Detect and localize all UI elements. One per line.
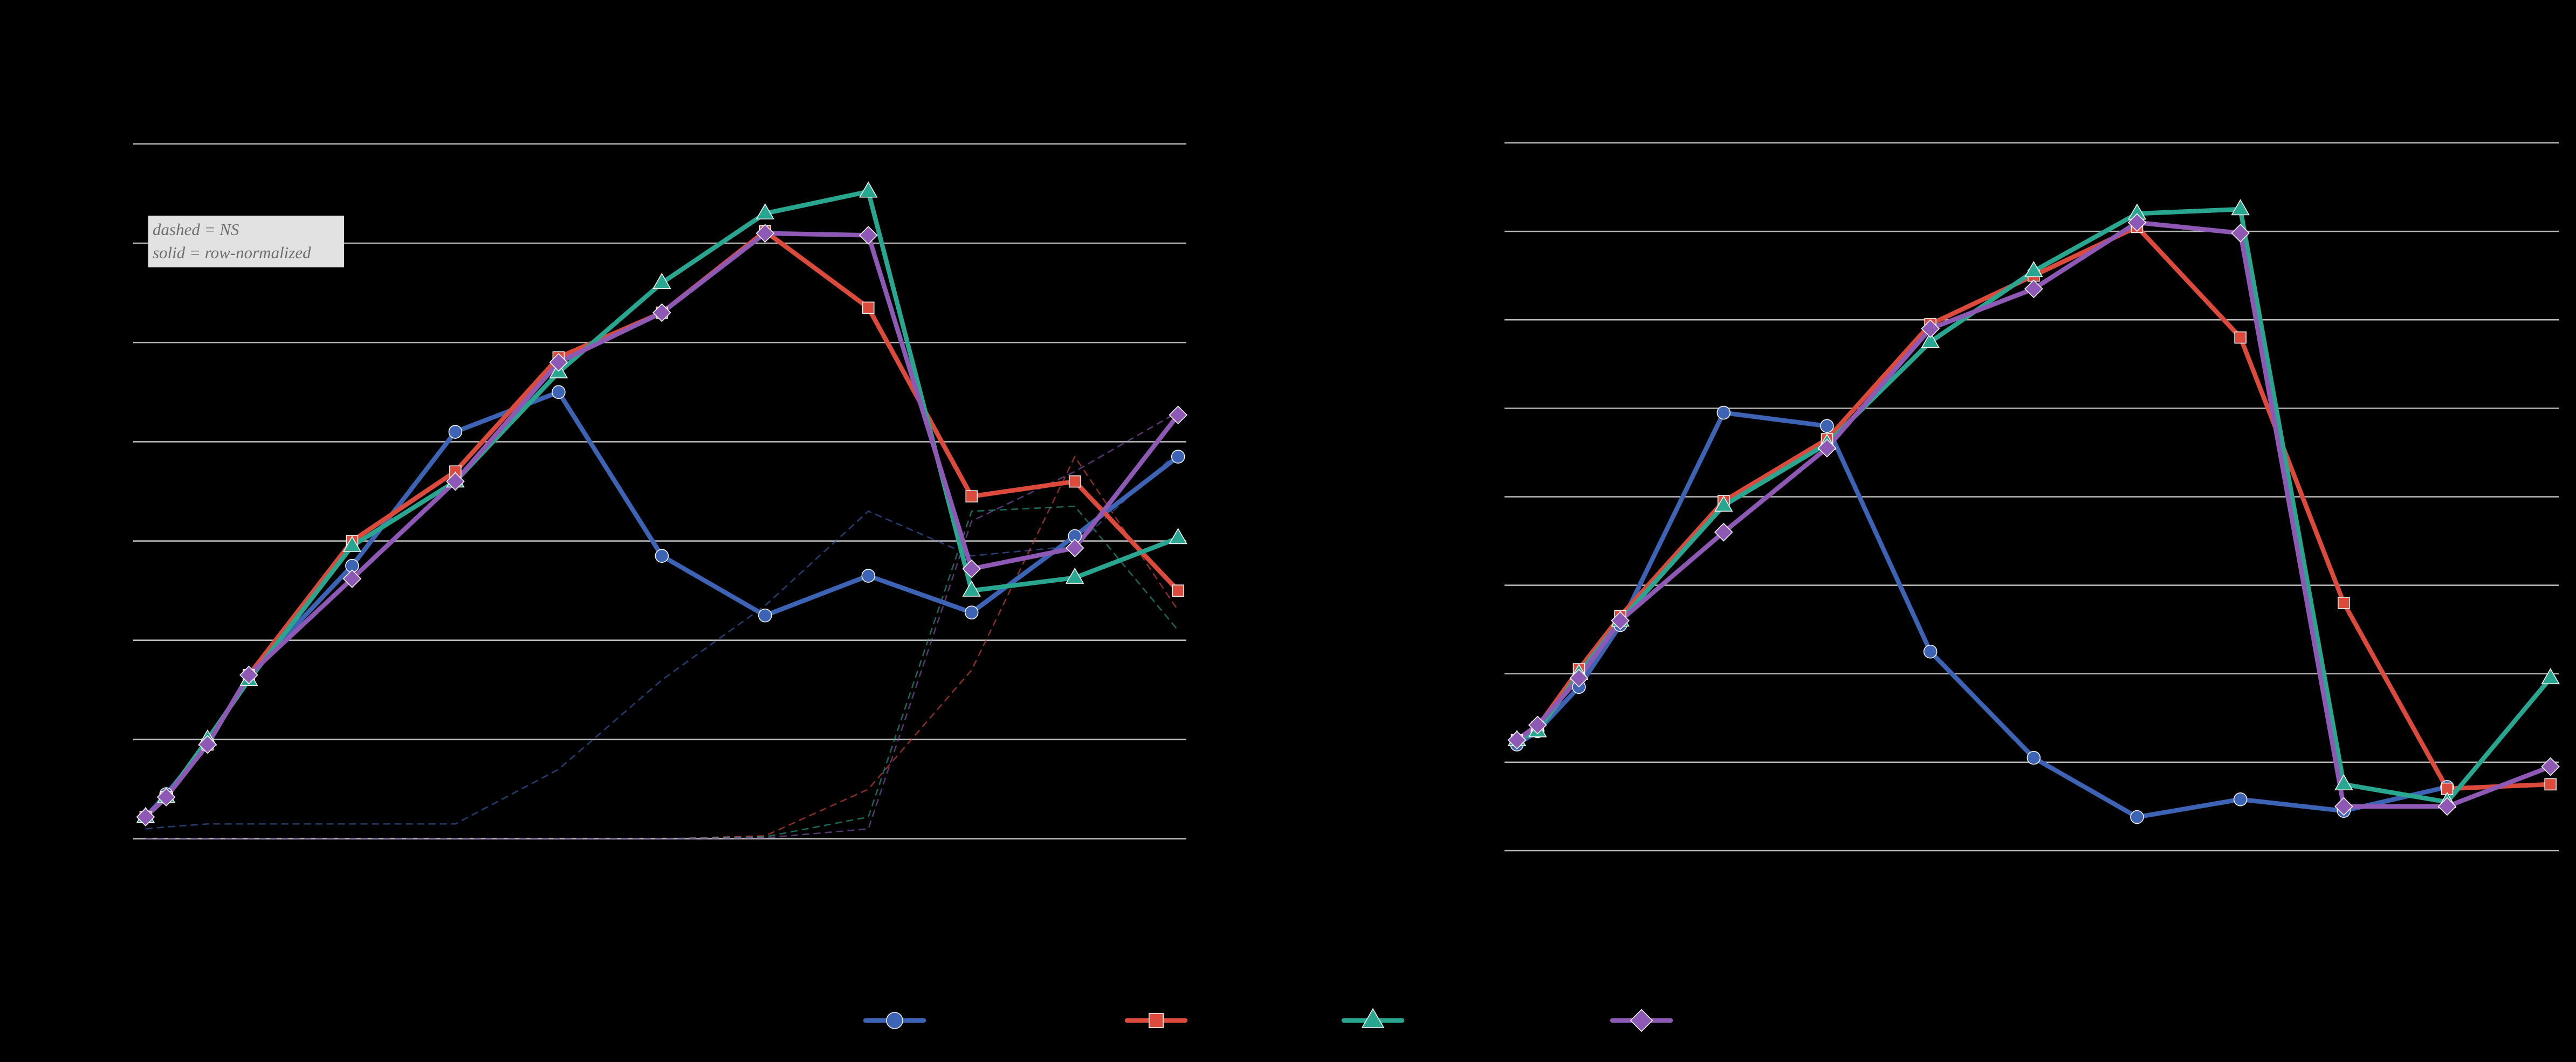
left-series-3-point-13 xyxy=(1169,528,1187,544)
left-series-2-point-12 xyxy=(1068,475,1081,488)
left-series-1-point-9 xyxy=(758,608,772,623)
left-series-4-point-3 xyxy=(198,735,217,754)
right-series-4-point-12 xyxy=(2437,797,2457,816)
left-panel: dashed = NS solid = row-normalized xyxy=(133,143,1188,840)
right-series-1-point-8 xyxy=(2027,750,2041,765)
right-series-4-point-4 xyxy=(1611,611,1630,630)
right-series-3-point-13 xyxy=(2541,668,2560,685)
right-series-2-line xyxy=(1514,224,2553,791)
right-plot-area xyxy=(1505,142,2560,852)
left-series-4-point-1 xyxy=(136,808,155,826)
left-series-4-point-5 xyxy=(342,569,362,588)
left-series-4-point-2 xyxy=(156,788,176,806)
left-series-1-point-10 xyxy=(861,569,876,583)
right-series-3-point-8 xyxy=(2024,261,2043,278)
right-series-1-point-9 xyxy=(2130,810,2144,824)
left-series-4-point-11 xyxy=(962,559,981,578)
left-series-2-point-11 xyxy=(965,490,978,503)
legend-series-4-marker xyxy=(1630,1009,1653,1032)
left-series-3-point-10 xyxy=(859,181,878,198)
left-series-1-point-11 xyxy=(964,605,979,619)
left-series-1-point-13 xyxy=(1171,450,1185,464)
left-ns-series-2-line xyxy=(145,455,1179,840)
right-series-4-point-7 xyxy=(1921,319,1940,338)
left-ns-series-4-line xyxy=(145,411,1179,840)
left-series-1-point-8 xyxy=(655,549,669,563)
left-series-1-point-6 xyxy=(448,425,463,439)
right-series-3-point-7 xyxy=(1921,332,1940,348)
legend-series-2-marker xyxy=(1149,1013,1164,1028)
annotation-line-dashed: dashed = NS xyxy=(153,220,239,239)
legend-series-1-marker xyxy=(886,1012,903,1029)
left-series-3-point-11 xyxy=(962,580,981,597)
left-series-3-point-12 xyxy=(1065,567,1084,584)
right-series-1-point-6 xyxy=(1820,419,1834,433)
left-series-4-point-13 xyxy=(1169,405,1188,425)
right-series-4-point-11 xyxy=(2334,797,2353,816)
left-series-4-point-7 xyxy=(549,353,568,372)
right-series-4-point-5 xyxy=(1714,522,1733,542)
left-series-4-point-4 xyxy=(239,665,258,685)
annotation-background xyxy=(148,216,344,267)
right-series-4-point-3 xyxy=(1569,668,1589,688)
left-series-1-point-7 xyxy=(552,385,566,399)
right-panel xyxy=(1505,142,2560,852)
legend xyxy=(863,1008,1673,1032)
right-series-4-point-10 xyxy=(2231,224,2250,243)
annotation-box: dashed = NS solid = row-normalized xyxy=(148,216,344,267)
right-series-3-point-5 xyxy=(1714,495,1733,512)
right-series-4-point-13 xyxy=(2541,757,2560,776)
left-ns-series-1-line xyxy=(145,451,1179,830)
left-series-4-point-10 xyxy=(858,226,878,245)
right-series-4-point-2 xyxy=(1528,715,1547,735)
right-series-1-line xyxy=(1514,410,2450,819)
left-series-3-point-9 xyxy=(755,203,775,220)
right-series-4-point-9 xyxy=(2127,213,2147,232)
left-series-4-point-9 xyxy=(755,224,775,243)
left-series-4-point-12 xyxy=(1065,539,1084,557)
left-series-4-point-8 xyxy=(652,303,671,322)
left-series-3-point-5 xyxy=(342,535,362,552)
right-series-2-point-11 xyxy=(2338,597,2350,609)
right-series-3-point-11 xyxy=(2334,774,2353,791)
right-series-1-point-5 xyxy=(1716,405,1731,420)
right-series-1-point-7 xyxy=(1923,644,1938,659)
right-series-2-point-13 xyxy=(2544,778,2557,791)
annotation-line-solid: solid = row-normalized xyxy=(153,243,311,262)
right-series-4-point-8 xyxy=(2024,279,2043,299)
right-series-3-point-10 xyxy=(2231,199,2250,216)
right-series-4-point-1 xyxy=(1507,730,1527,750)
left-plot-area xyxy=(133,143,1188,840)
right-series-4-point-6 xyxy=(1817,438,1837,458)
left-series-3-point-8 xyxy=(652,272,671,289)
legend-series-3-marker xyxy=(1361,1008,1385,1028)
right-series-2-point-10 xyxy=(2234,331,2247,344)
right-series-1-point-10 xyxy=(2233,792,2248,806)
left-series-2-point-13 xyxy=(1172,584,1184,597)
left-series-4-point-6 xyxy=(446,472,465,491)
left-series-2-point-10 xyxy=(862,301,875,314)
